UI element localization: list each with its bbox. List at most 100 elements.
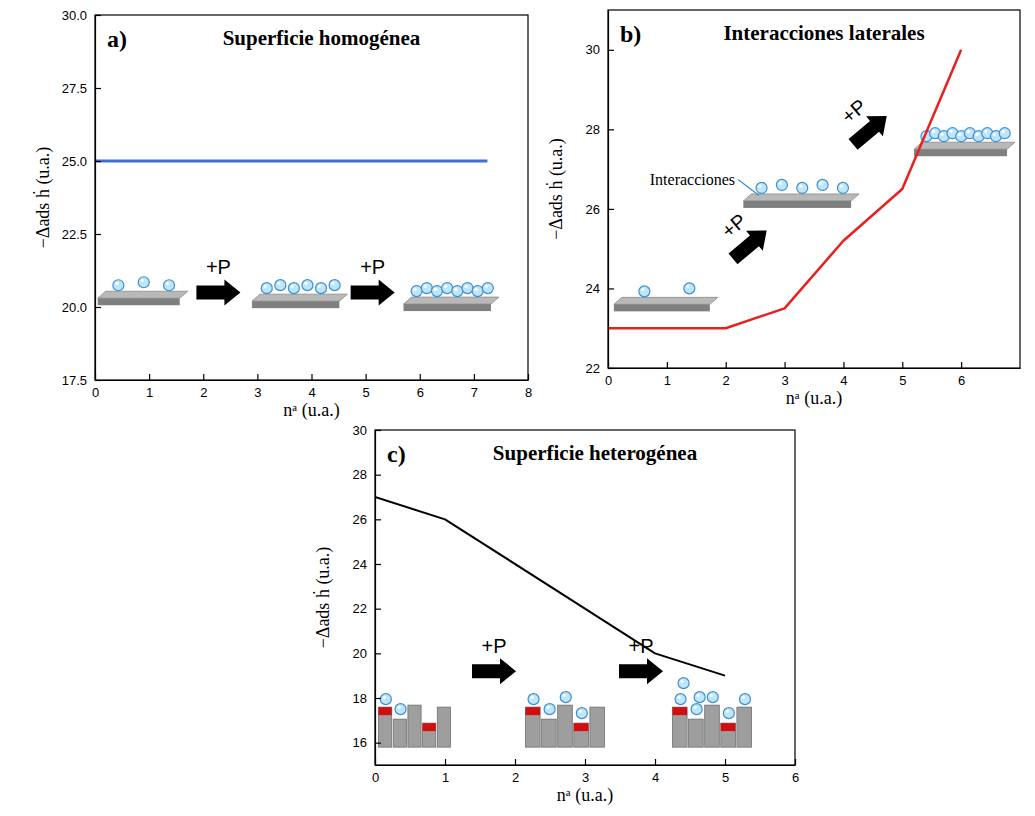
tick-mark [95, 234, 101, 235]
x-tick: 3 [781, 362, 788, 388]
x-tick: 2 [512, 759, 519, 785]
arrow-shape [351, 279, 395, 305]
step-arrow: +P [619, 635, 663, 684]
illustration-molecule [452, 286, 463, 297]
illustration-molecule-shine [115, 282, 118, 285]
panel-title: Interacciones laterales [723, 21, 924, 45]
tick-mark [795, 759, 796, 765]
illustration-molecule [817, 179, 828, 190]
tick-mark [203, 374, 204, 380]
illustration-molecule-shine [444, 285, 447, 288]
plot-background [95, 15, 528, 380]
tick-label: 5 [363, 385, 370, 400]
tick-label: 30 [586, 42, 600, 57]
tick-label: 30 [353, 423, 367, 438]
illustration-molecule [138, 277, 149, 288]
illustration-molecule-shine [277, 282, 280, 285]
tick-mark [95, 380, 101, 381]
x-tick: 1 [146, 374, 153, 400]
illustration-molecule-shine [547, 706, 550, 709]
tick-label: 20 [353, 646, 367, 661]
tick-label: 22.5 [62, 227, 87, 242]
illustration-pillar [721, 723, 736, 747]
tick-mark [420, 374, 421, 380]
tick-label: 7 [471, 385, 478, 400]
y-tick: 20 [353, 646, 381, 661]
tick-label: 2 [723, 373, 730, 388]
tick-label: 0 [372, 770, 379, 785]
tick-mark [375, 475, 381, 476]
illustration-molecule [756, 182, 767, 193]
axis-line [375, 431, 376, 766]
tick-mark [528, 374, 529, 380]
illustration-molecule [739, 694, 750, 705]
axis-line [95, 16, 96, 381]
tick-label: 6 [417, 385, 424, 400]
tick-mark [375, 430, 381, 431]
illustration-pillar [437, 707, 450, 747]
panel: 01234567817.520.022.525.027.530.0nᵃ (u.a… [33, 8, 532, 421]
panel-label: b) [620, 21, 641, 47]
x-tick: 1 [664, 362, 671, 388]
illustration-site [379, 707, 392, 715]
arrow-shape [619, 658, 663, 684]
illustration-molecule-shine [475, 288, 478, 291]
tick-label: 5 [899, 373, 906, 388]
y-axis: 2224262830 [586, 11, 614, 376]
plot-area [608, 50, 961, 328]
y-tick: 30 [586, 42, 614, 57]
tick-mark [843, 362, 844, 368]
tick-label: 1 [442, 770, 449, 785]
tick-label: 16 [353, 735, 367, 750]
illustration-molecule-shine [579, 710, 582, 713]
tick-label: 17.5 [62, 373, 87, 388]
illustration-molecule-shine [1002, 130, 1005, 133]
x-tick: 6 [958, 362, 965, 388]
tick-mark [784, 362, 785, 368]
illustration-molecule-shine [958, 133, 961, 136]
tick-label: 30.0 [62, 8, 87, 23]
illustration-molecule-shine [976, 133, 979, 136]
illustration-molecule-shine [710, 694, 713, 697]
illustration-molecule [275, 280, 286, 291]
illustration-molecule-shine [932, 130, 935, 133]
annotation: +P [481, 635, 506, 657]
illustration-molecule-shine [819, 182, 822, 185]
illustration-pillar [379, 707, 392, 747]
tick-mark [366, 374, 367, 380]
tick-label: 6 [958, 373, 965, 388]
illustration-molecule-shine [464, 285, 467, 288]
tick-mark [149, 374, 150, 380]
tick-label: 2 [512, 770, 519, 785]
y-tick: 18 [353, 691, 381, 706]
x-axis: 0123456 [605, 362, 1021, 388]
tick-label: 0 [92, 385, 99, 400]
illustration-molecule-shine [742, 696, 745, 699]
illustration-pillar [393, 719, 406, 747]
plot-background [608, 10, 1020, 368]
x-tick: 5 [899, 362, 906, 388]
illustration-molecule [472, 286, 483, 297]
y-axis-title: −Δads ḣ (u.a.) [33, 147, 54, 249]
tick-label: 22 [353, 601, 367, 616]
illustration-molecule-shine [641, 288, 644, 291]
illustration-molecule [380, 694, 391, 705]
axis-line [96, 380, 529, 381]
x-tick: 8 [525, 374, 532, 400]
illustration-surface-top [252, 294, 347, 301]
x-axis: 0123456 [372, 759, 799, 785]
illustration-molecule-shine [941, 133, 944, 136]
x-tick: 2 [200, 374, 207, 400]
tick-mark [608, 209, 614, 210]
illustration-molecule-shine [697, 694, 700, 697]
illustration-site [721, 723, 736, 731]
illustration [614, 128, 1015, 312]
tick-mark [608, 288, 614, 289]
illustration-molecule [261, 283, 272, 294]
illustration-molecule-shine [434, 288, 437, 291]
illustration-surface-side [614, 304, 710, 311]
illustration-molecule [837, 182, 848, 193]
tick-label: 20.0 [62, 300, 87, 315]
tick-mark [961, 362, 962, 368]
tick-label: 25.0 [62, 154, 87, 169]
